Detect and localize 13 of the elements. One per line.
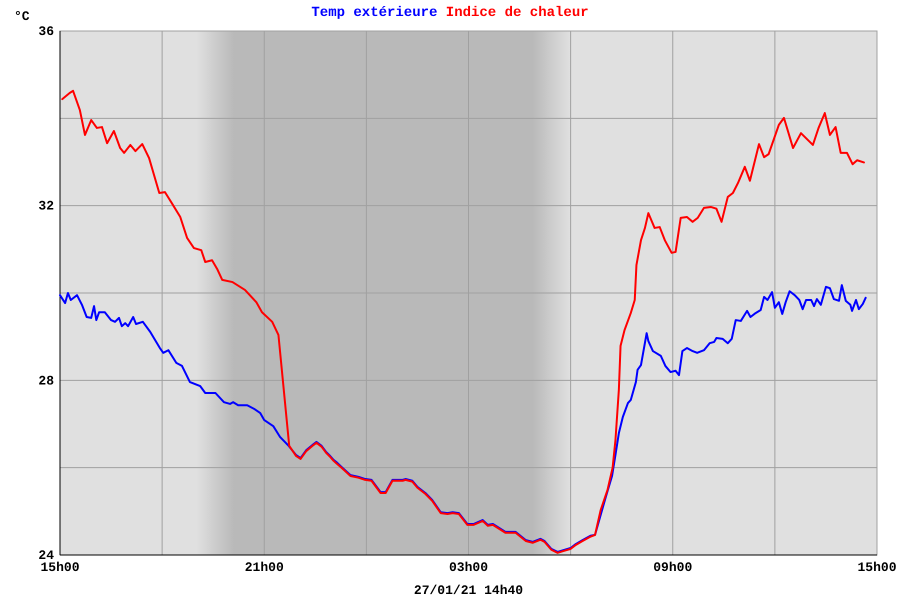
x-tick-label: 15h00 xyxy=(857,560,897,575)
x-tick-label: 09h00 xyxy=(653,560,692,575)
y-tick-label: 36 xyxy=(38,24,54,39)
text: Indice de chaleur xyxy=(446,5,589,21)
y-axis-title: °C xyxy=(14,9,30,24)
text: 27/01/21 14h40 xyxy=(414,583,524,598)
text: Temp extérieure xyxy=(311,5,438,21)
y-tick-label: 24 xyxy=(38,548,54,563)
y-tick-label: 32 xyxy=(38,198,54,214)
x-tick-label: 15h00 xyxy=(40,560,80,575)
x-tick-label: 21h00 xyxy=(244,560,284,575)
y-tick-label: 28 xyxy=(38,373,54,388)
x-tick-label: 03h00 xyxy=(448,560,488,575)
